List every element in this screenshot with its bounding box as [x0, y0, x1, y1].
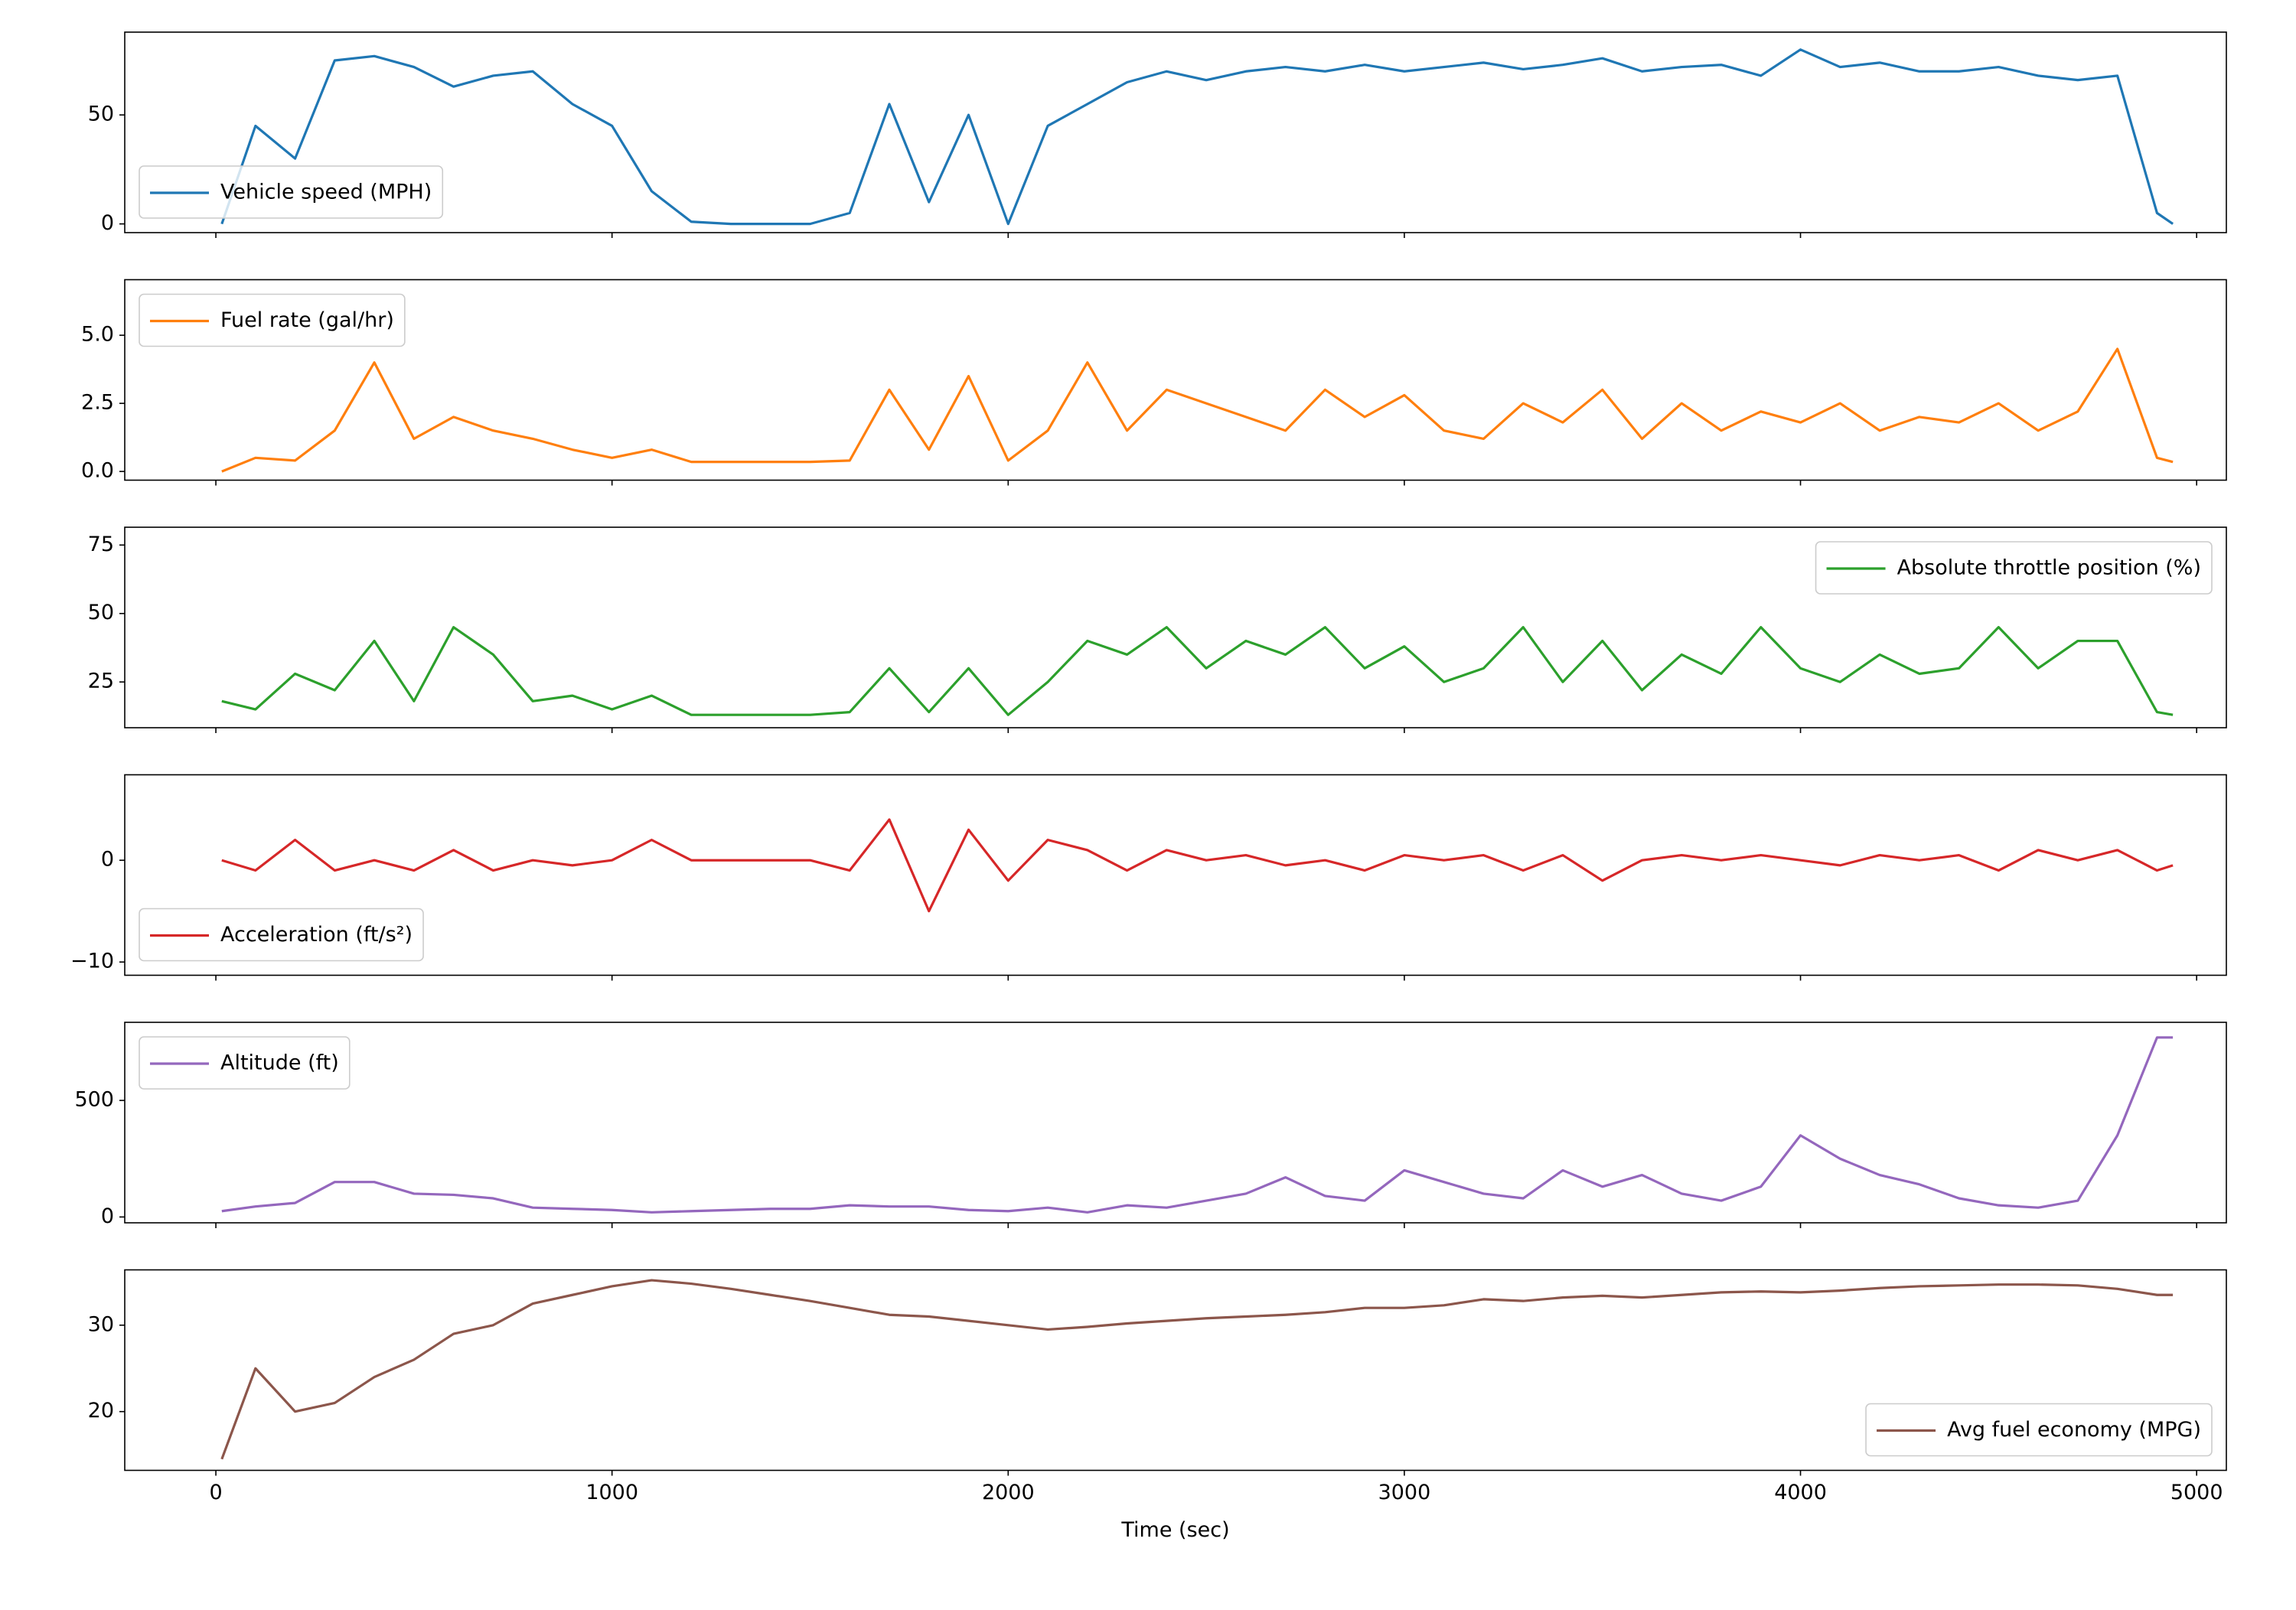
y-tick-label: 50	[88, 601, 114, 624]
y-tick-label: 75	[88, 533, 114, 556]
x-tick-label: 2000	[982, 1481, 1035, 1504]
data-line	[221, 1036, 2174, 1214]
subplot: 0.0 2.5 5.0 Fuel rate (gal/hr)	[81, 279, 2227, 486]
data-line	[220, 1279, 2174, 1460]
legend-box	[139, 1036, 351, 1090]
legend: Fuel rate (gal/hr)	[139, 293, 406, 347]
axes-frame	[124, 526, 2227, 728]
y-tick-label: 5.0	[81, 323, 114, 347]
data-line	[221, 626, 2174, 716]
y-tick-label: 0	[101, 1204, 114, 1228]
subplot: 0 50 Vehicle speed (MPH)	[88, 31, 2227, 238]
y-tick-label: 50	[88, 103, 114, 126]
legend-box	[139, 908, 424, 962]
axes-frame	[124, 1022, 2227, 1224]
x-tick-label: 0	[209, 1481, 222, 1504]
legend: Altitude (ft)	[139, 1036, 351, 1090]
y-tick-label: 2.5	[81, 391, 114, 415]
legend-box	[139, 293, 406, 347]
legend-box	[139, 165, 444, 219]
y-tick-label: 20	[88, 1399, 114, 1423]
axes-frame	[124, 1269, 2227, 1471]
data-line	[221, 347, 2174, 473]
legend-label: Avg fuel economy (MPG)	[1947, 1418, 2201, 1442]
x-tick-label: 4000	[1774, 1481, 1827, 1504]
x-tick-label: 1000	[585, 1481, 638, 1504]
legend: Absolute throttle position (%)	[1815, 541, 2213, 595]
y-tick-label: 0.0	[81, 459, 114, 483]
legend: Acceleration (ft/s²)	[139, 908, 424, 962]
x-tick-label: 3000	[1378, 1481, 1431, 1504]
data-line	[220, 48, 2174, 226]
legend: Avg fuel economy (MPG)	[1865, 1403, 2213, 1457]
y-tick-label: 30	[88, 1312, 114, 1336]
legend-box	[1865, 1403, 2213, 1457]
legend-label: Acceleration (ft/s²)	[220, 923, 413, 947]
y-tick-label: 25	[88, 670, 114, 693]
axes-frame	[124, 774, 2227, 976]
y-tick-label: −10	[70, 950, 114, 973]
x-axis-label: Time (sec)	[1120, 1518, 1229, 1542]
y-tick-label: 0	[101, 211, 114, 235]
legend-label: Altitude (ft)	[220, 1051, 339, 1075]
legend-label: Fuel rate (gal/hr)	[220, 308, 394, 332]
legend-box	[1815, 541, 2213, 595]
subplot: 0 500 Altitude (ft)	[74, 1022, 2227, 1228]
y-tick-label: 500	[74, 1088, 114, 1112]
subplot: −10 0 Acceleration (ft/s²)	[70, 774, 2227, 981]
x-tick-label: 5000	[2170, 1481, 2223, 1504]
subplot: 25 50 75 Absolute throttle position (%)	[88, 526, 2227, 733]
legend-label: Absolute throttle position (%)	[1897, 556, 2201, 580]
data-line	[221, 818, 2174, 913]
subplot: 20 30 0 1000 2000 3000 4000 5000 Time (sec) Avg f…	[88, 1269, 2227, 1542]
legend: Vehicle speed (MPH)	[139, 165, 444, 219]
axes-frame	[124, 31, 2227, 233]
legend-label: Vehicle speed (MPH)	[220, 181, 432, 204]
y-tick-label: 0	[101, 848, 114, 872]
axes-frame	[124, 279, 2227, 481]
